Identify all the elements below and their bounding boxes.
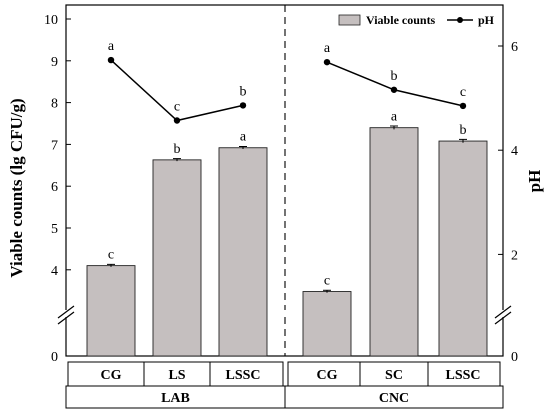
bar-significance-label: a — [240, 130, 247, 145]
group-label: LAB — [161, 391, 190, 406]
y-tick-label: 10 — [44, 13, 58, 28]
left-break-mark — [57, 305, 75, 325]
legend-line-label: pH — [478, 13, 495, 27]
y-tick-label: 6 — [51, 180, 58, 195]
y-tick-label: 0 — [51, 350, 58, 365]
legend-bar-swatch — [338, 14, 361, 26]
y-tick-label: 4 — [51, 264, 58, 279]
bar — [302, 291, 352, 357]
y2-tick-label: 6 — [511, 40, 518, 55]
ph-significance-label: c — [174, 100, 180, 115]
ph-significance-label: b — [240, 84, 247, 99]
right-break-mark — [494, 305, 512, 325]
y2-tick-label: 2 — [511, 248, 518, 263]
y2-tick-label: 4 — [511, 144, 518, 159]
bar — [152, 159, 202, 357]
category-label: LS — [168, 368, 185, 383]
y2-tick-label: 0 — [511, 350, 518, 365]
legend: Viable counts pH — [338, 13, 495, 27]
bar-significance-label: b — [174, 142, 181, 157]
bar — [438, 140, 488, 357]
ph-significance-label: a — [108, 39, 115, 54]
ph-point — [459, 102, 467, 110]
ph-point — [173, 117, 181, 124]
bar — [369, 127, 419, 357]
y-tick-label: 8 — [51, 97, 58, 112]
ph-significance-label: b — [391, 69, 398, 84]
y-tick-label: 9 — [51, 55, 58, 70]
ph-point — [239, 102, 247, 109]
ph-point — [107, 56, 115, 64]
ph-point — [390, 86, 398, 93]
ph-point — [323, 58, 331, 66]
bar — [86, 265, 136, 357]
axis-break-band — [50, 310, 520, 317]
bar-significance-label: c — [324, 274, 330, 289]
y-axis-title: Viable counts (lg CFU/g) — [7, 98, 26, 277]
category-label: LSSC — [225, 368, 260, 383]
bar-significance-label: b — [460, 123, 467, 138]
category-label: LSSC — [445, 368, 480, 383]
legend-line-marker — [457, 17, 463, 23]
group-cell-cnc — [284, 385, 504, 409]
bar-significance-label: a — [391, 110, 398, 125]
category-label: CG — [101, 368, 122, 383]
group-label: CNC — [379, 391, 409, 406]
ph-significance-label: a — [324, 41, 331, 56]
y-tick-label: 7 — [51, 138, 58, 153]
ph-significance-label: c — [460, 85, 466, 100]
bar-significance-label: c — [108, 248, 114, 263]
y-tick-label: 5 — [51, 222, 58, 237]
category-label: CG — [317, 368, 338, 383]
y2-axis-title: pH — [525, 170, 544, 193]
category-label: SC — [385, 368, 403, 383]
bar — [218, 147, 268, 357]
legend-bar-label: Viable counts — [366, 13, 436, 27]
